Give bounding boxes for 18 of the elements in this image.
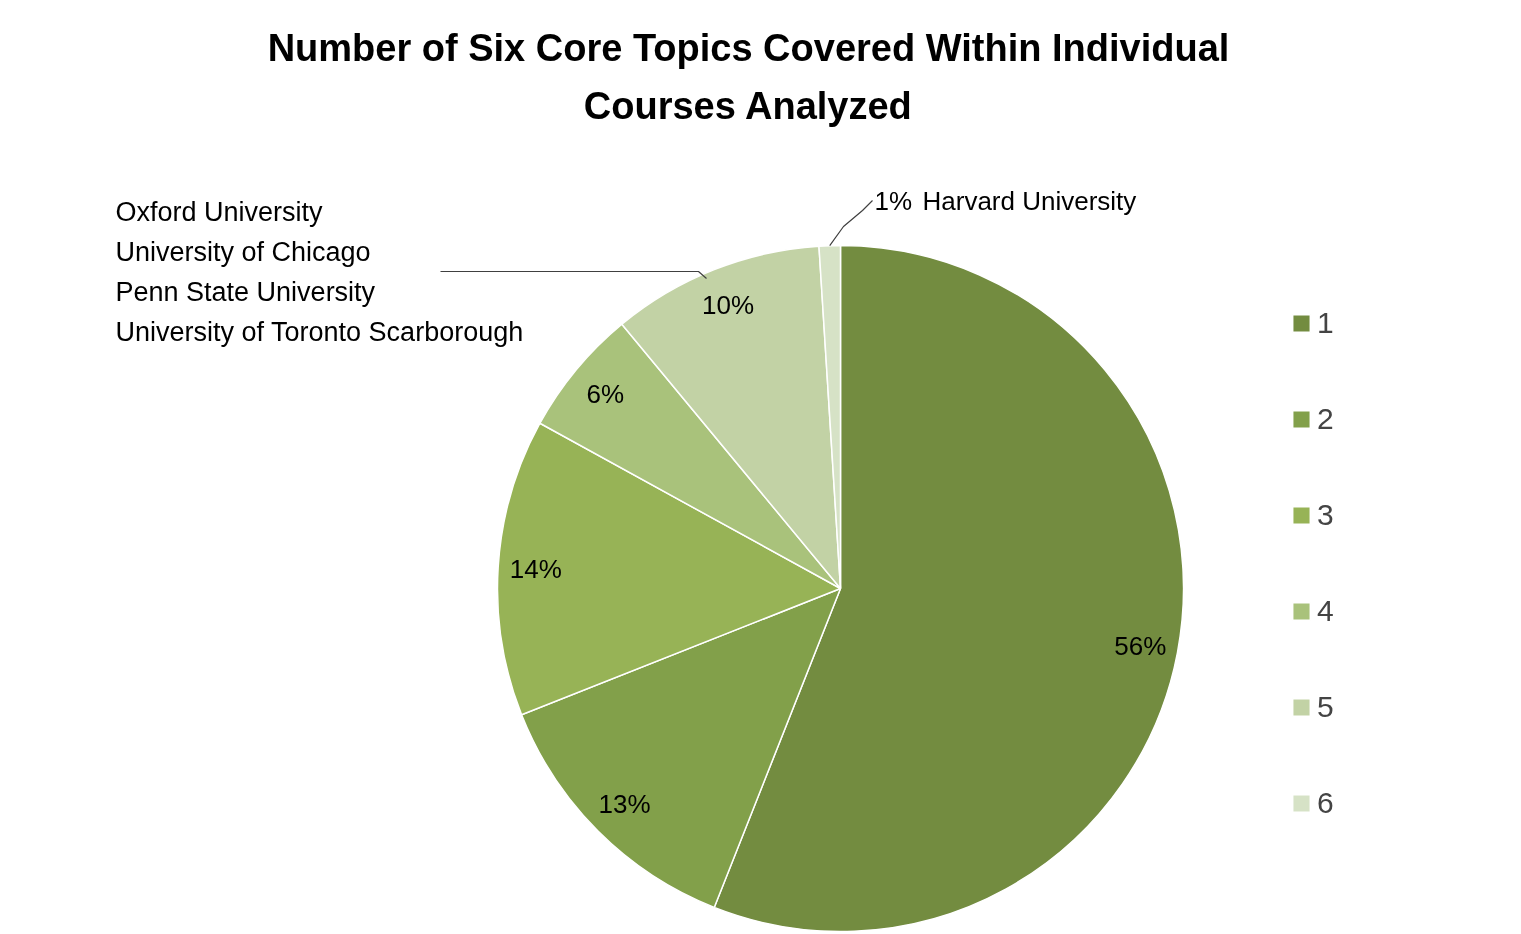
legend-label: 5 (1317, 690, 1335, 724)
text: Penn State University (115, 276, 376, 307)
text: Oxford University (115, 196, 324, 227)
text: University of Toronto Scarborough (115, 316, 524, 347)
text: University of Chicago (115, 236, 371, 267)
data-label: 56% (1114, 630, 1167, 661)
data-label: 6% (586, 378, 625, 409)
chart-title: Number of Six Core Topics Covered Within Individual Courses Analyzed (267, 26, 1230, 127)
data-label: 14% (509, 554, 562, 585)
legend-label: 4 (1317, 594, 1335, 628)
data-label: 13% (598, 789, 651, 820)
data-label: 1% (874, 185, 913, 216)
legend-label: 3 (1317, 498, 1335, 532)
legend-label: 1 (1317, 306, 1335, 340)
text: Harvard University (922, 185, 1137, 216)
data-label: 10% (702, 289, 755, 320)
legend-label: 6 (1317, 786, 1335, 820)
legend-label: 2 (1317, 402, 1335, 436)
